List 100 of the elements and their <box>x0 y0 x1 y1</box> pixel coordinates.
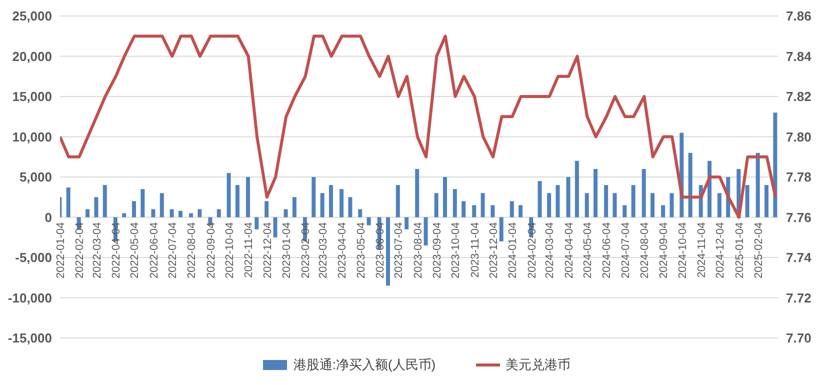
x-tick-label: 2023-12-04 <box>488 222 500 279</box>
bar <box>442 177 447 218</box>
bar <box>348 197 352 218</box>
bar <box>151 209 156 218</box>
x-tick-label: 2022-01-04 <box>54 222 67 279</box>
bar <box>292 197 296 218</box>
bar <box>661 205 666 218</box>
bar <box>246 177 250 218</box>
x-tick-label: 2022-08-04 <box>186 222 198 279</box>
x-tick-label: 2022-09-04 <box>205 222 218 279</box>
y2-tick-label: 7.76 <box>786 210 812 225</box>
y2-tick-label: 7.72 <box>786 290 812 306</box>
y2-tick-label: 7.80 <box>786 129 812 144</box>
bar <box>415 168 420 218</box>
bar <box>329 185 334 218</box>
x-tick-label: 2024-08-04 <box>639 222 652 279</box>
bar <box>284 209 288 218</box>
bar <box>178 210 182 218</box>
bar <box>320 193 324 218</box>
x-tick-label: 2023-04-04 <box>336 222 349 279</box>
bar <box>756 152 760 218</box>
x-tick-label: 2022-06-04 <box>148 222 160 279</box>
bar <box>170 209 174 218</box>
bar <box>66 187 70 218</box>
bar <box>612 193 617 218</box>
x-tick-label: 2024-12-04 <box>714 222 727 279</box>
x-tick-label: 2024-10-04 <box>676 222 689 279</box>
x-tick-label: 2022-05-04 <box>129 222 142 279</box>
y2-tick-label: 7.78 <box>786 170 812 185</box>
x-tick-label: 2024-05-04 <box>582 222 594 279</box>
y-tick-label: 5,000 <box>19 170 52 185</box>
x-tick-label: 2024-07-04 <box>620 222 632 279</box>
bar <box>462 201 466 218</box>
y2-tick-label: 7.82 <box>786 89 812 104</box>
bar <box>216 209 221 218</box>
bar <box>312 177 316 218</box>
bar <box>622 205 627 218</box>
bar <box>366 217 371 226</box>
bar <box>340 189 344 218</box>
y-tick-label: 0 <box>44 210 52 225</box>
bar <box>86 209 90 218</box>
x-tick-label: 2023-10-04 <box>450 222 462 279</box>
x-tick-label: 2024-06-04 <box>601 222 614 279</box>
bar <box>273 217 278 238</box>
x-tick-label: 2023-06-04 <box>374 222 387 279</box>
y-tick-label: 25,000 <box>12 8 52 24</box>
bar <box>499 217 504 242</box>
bar <box>773 112 778 218</box>
legend-label: 港股通:净买入额(人民币) <box>293 356 436 374</box>
x-tick-label: 2023-03-04 <box>318 222 330 279</box>
x-tick-label: 2024-11-04 <box>696 222 708 278</box>
bar <box>102 185 107 218</box>
bar <box>574 160 579 218</box>
y-tick-label: 10,000 <box>12 129 52 144</box>
x-tick-label: 2024-02-04 <box>526 222 538 279</box>
bar <box>264 201 269 218</box>
bar <box>510 201 514 218</box>
bar <box>122 213 126 218</box>
bar <box>434 193 438 218</box>
bar <box>358 209 362 218</box>
y-tick-label: -5,000 <box>15 250 52 266</box>
x-tick-label: 2023-02-04 <box>300 222 312 279</box>
x-tick-label: 2022-04-04 <box>110 222 123 279</box>
y2-tick-label: 7.70 <box>786 330 812 346</box>
bar <box>94 197 98 218</box>
x-tick-label: 2023-07-04 <box>393 222 406 279</box>
y2-tick-label: 7.84 <box>786 48 812 64</box>
bar <box>518 205 523 218</box>
bar <box>198 209 202 218</box>
bar <box>235 185 240 218</box>
bar <box>386 217 390 286</box>
bar <box>160 193 164 218</box>
x-tick-label: 2022-03-04 <box>91 222 104 279</box>
legend-label: 美元兑港币 <box>506 356 571 374</box>
bar <box>132 201 136 218</box>
bar <box>764 185 769 218</box>
x-tick-label: 2023-11-04 <box>469 222 482 278</box>
bar <box>404 217 409 230</box>
x-tick-label: 2023-09-04 <box>432 222 444 279</box>
x-tick-label: 2023-05-04 <box>355 222 368 279</box>
bar <box>670 193 674 218</box>
x-tick-label: 2022-12-04 <box>262 222 274 279</box>
bar <box>745 185 750 218</box>
bar <box>472 205 476 218</box>
bar <box>452 189 457 218</box>
x-tick-label: 2024-04-04 <box>563 222 576 279</box>
x-tick-label: 2023-08-04 <box>412 222 424 279</box>
bar <box>566 177 570 218</box>
x-tick-label: 2024-03-04 <box>544 222 556 279</box>
bar <box>396 185 400 218</box>
bar <box>226 172 231 218</box>
line-series <box>60 34 778 219</box>
bar <box>604 185 608 218</box>
x-tick-label: 2024-01-04 <box>507 222 520 279</box>
bar <box>631 185 636 218</box>
x-tick-label: 2022-02-04 <box>74 222 86 279</box>
x-tick-label: 2024-09-04 <box>658 222 670 279</box>
bar <box>650 193 655 218</box>
y-tick-label: 20,000 <box>12 48 52 64</box>
y2-tick-label: 7.86 <box>786 8 812 24</box>
